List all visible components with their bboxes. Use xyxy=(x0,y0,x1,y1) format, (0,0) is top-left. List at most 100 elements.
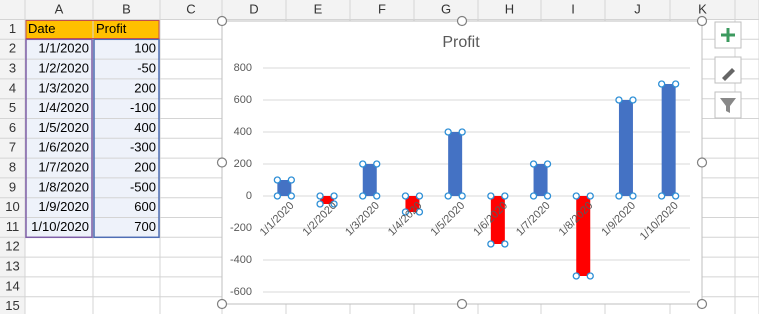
selection-handle xyxy=(401,208,410,216)
selection-handle xyxy=(615,96,623,104)
selection-handle xyxy=(458,128,466,136)
column-header[interactable]: D xyxy=(249,1,258,16)
column-header[interactable]: B xyxy=(122,1,131,16)
row-header[interactable]: 5 xyxy=(9,100,16,115)
bar[interactable] xyxy=(490,196,505,244)
row-header[interactable]: 13 xyxy=(5,259,19,274)
row-header[interactable]: 12 xyxy=(5,239,19,254)
selection-handle xyxy=(586,272,594,280)
column-header[interactable]: A xyxy=(55,1,64,16)
selection-handle xyxy=(501,192,509,200)
column-header[interactable]: F xyxy=(378,1,386,16)
row-header[interactable]: 11 xyxy=(6,219,20,234)
column-header[interactable]: C xyxy=(186,1,195,16)
selection-handle xyxy=(330,200,338,208)
cell[interactable]: 1/7/2020 xyxy=(38,160,89,175)
chart-resize-handle[interactable] xyxy=(456,15,468,27)
row-header[interactable]: 7 xyxy=(9,140,16,155)
row-header[interactable]: 2 xyxy=(9,41,16,56)
header-cell[interactable]: Profit xyxy=(96,21,127,36)
selection-handle xyxy=(373,160,381,168)
bar[interactable] xyxy=(277,180,292,196)
row-header[interactable]: 1 xyxy=(9,21,16,36)
selection-handle xyxy=(287,176,296,184)
cell[interactable]: -500 xyxy=(130,179,156,194)
bar[interactable] xyxy=(320,196,335,204)
cell[interactable]: -300 xyxy=(130,140,156,155)
cell[interactable]: 100 xyxy=(134,41,156,56)
chart-resize-handle[interactable] xyxy=(696,15,708,27)
cell[interactable]: 1/6/2020 xyxy=(38,140,89,155)
cell[interactable]: 200 xyxy=(134,80,156,95)
bar[interactable] xyxy=(362,164,377,196)
selection-handle xyxy=(273,176,282,184)
selection-handle xyxy=(629,96,637,104)
chart-resize-handle[interactable] xyxy=(456,298,468,310)
selection-header xyxy=(25,20,160,39)
chart-styles-button[interactable] xyxy=(714,56,742,84)
row-header[interactable]: 15 xyxy=(5,298,19,313)
selection-handle xyxy=(444,192,452,200)
cell[interactable]: 1/5/2020 xyxy=(38,120,89,135)
row-header[interactable]: 9 xyxy=(9,179,16,194)
row-header[interactable]: 4 xyxy=(9,80,16,95)
cell[interactable]: -50 xyxy=(137,61,156,76)
row-header[interactable]: 3 xyxy=(9,61,16,76)
selection-handle xyxy=(529,192,538,200)
y-tick-label: 800 xyxy=(234,62,252,74)
cell[interactable]: 1/3/2020 xyxy=(38,80,89,95)
cell[interactable]: 700 xyxy=(134,219,156,234)
selection-handle xyxy=(330,192,338,200)
chart-resize-handle[interactable] xyxy=(216,15,228,27)
cell[interactable]: 1/9/2020 xyxy=(38,199,89,214)
cell[interactable]: 600 xyxy=(134,199,156,214)
column-header[interactable]: K xyxy=(698,1,707,16)
filter-icon xyxy=(720,98,736,113)
row-header-bar xyxy=(0,0,25,314)
column-header[interactable]: E xyxy=(314,1,323,16)
selection-handle xyxy=(487,192,495,200)
row-header[interactable]: 14 xyxy=(5,278,19,293)
selection-handle xyxy=(316,200,324,208)
selection-handle xyxy=(501,240,509,248)
row-header[interactable]: 8 xyxy=(9,160,16,175)
bar[interactable] xyxy=(576,196,591,276)
selection-handle xyxy=(373,192,381,200)
cell[interactable]: 1/10/2020 xyxy=(31,219,89,234)
cell[interactable]: 1/4/2020 xyxy=(38,100,89,115)
selection-handle xyxy=(287,192,296,200)
column-header[interactable]: G xyxy=(441,1,451,16)
selection-handle xyxy=(401,192,410,200)
bar[interactable] xyxy=(448,132,463,196)
selection-handle xyxy=(586,192,594,200)
bar[interactable] xyxy=(661,84,676,196)
cell[interactable]: 200 xyxy=(134,160,156,175)
selection-handle xyxy=(572,272,580,280)
row-header[interactable]: 10 xyxy=(5,199,19,214)
chart-resize-handle[interactable] xyxy=(696,157,708,168)
cell[interactable]: 1/8/2020 xyxy=(38,179,89,194)
header-cell[interactable]: Date xyxy=(28,21,55,36)
column-header[interactable]: I xyxy=(571,1,575,16)
chart-resize-handle[interactable] xyxy=(216,157,228,168)
bar[interactable] xyxy=(533,164,548,196)
cell[interactable]: 1/1/2020 xyxy=(38,41,89,56)
cell[interactable]: -100 xyxy=(130,100,156,115)
selection-handle xyxy=(543,160,552,168)
selection-handle xyxy=(415,208,424,216)
bar[interactable] xyxy=(618,100,633,196)
selection-handle xyxy=(572,192,580,200)
column-header[interactable]: J xyxy=(634,1,641,16)
bar[interactable] xyxy=(405,196,420,212)
chart-resize-handle[interactable] xyxy=(216,298,228,310)
chart-resize-handle[interactable] xyxy=(696,298,708,310)
row-header[interactable]: 6 xyxy=(9,120,16,135)
column-header[interactable]: H xyxy=(505,1,514,16)
cell[interactable]: 400 xyxy=(134,120,156,135)
y-tick-label: 0 xyxy=(246,190,252,202)
cell[interactable]: 1/2/2020 xyxy=(38,61,89,76)
chart-title: Profit xyxy=(442,34,480,51)
selection-handle xyxy=(359,192,367,200)
